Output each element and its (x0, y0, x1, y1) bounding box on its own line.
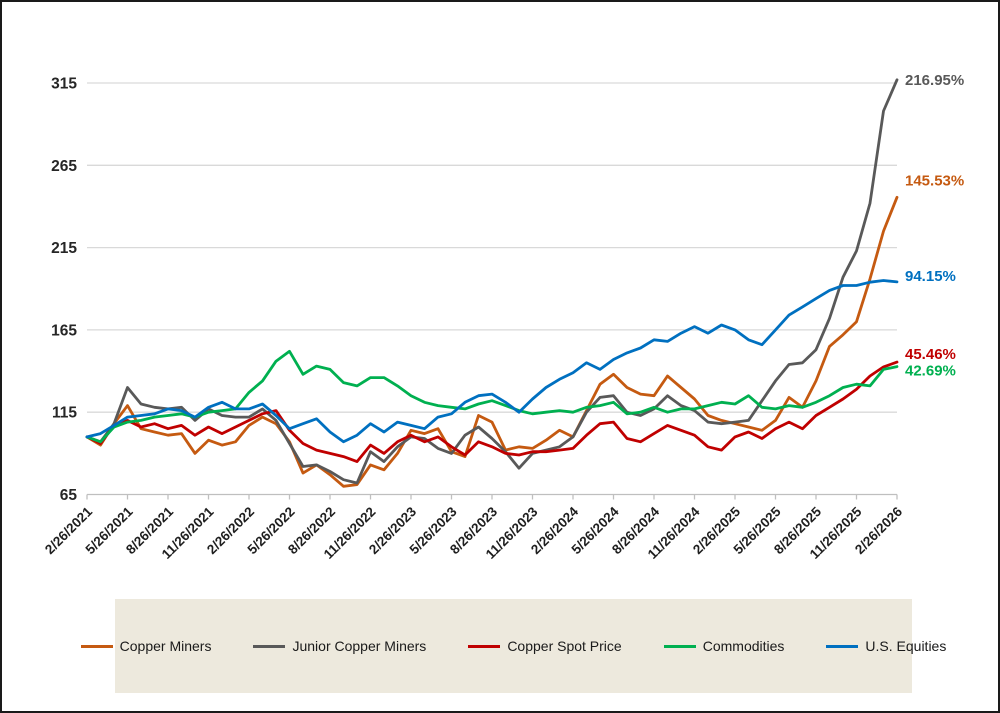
legend-item-copper-miners: Copper Miners (80, 638, 212, 654)
legend-label: Copper Miners (119, 638, 212, 654)
legend-swatch (80, 644, 113, 648)
series-end-label-u-s-equities: 94.15% (905, 268, 956, 285)
legend-label: U.S. Equities (865, 638, 947, 654)
legend-swatch (253, 644, 286, 648)
legend-label: Junior Copper Miners (292, 638, 427, 654)
series-end-label-commodities: 42.69% (905, 363, 956, 380)
series-line-u-s-equities (85, 279, 899, 444)
legend-item-copper-spot-price: Copper Spot Price (468, 638, 622, 654)
series-end-label-copper-miners: 145.53% (905, 172, 964, 189)
series-line-copper-spot-price (85, 360, 899, 464)
series-end-label-junior-copper-miners: 216.95% (905, 72, 964, 89)
y-axis-tick-label: 165 (51, 322, 77, 339)
series-line-commodities (85, 349, 899, 444)
legend-swatch (826, 644, 859, 648)
y-axis-tick-label: 265 (51, 158, 77, 175)
series-line-copper-miners (85, 195, 899, 488)
y-axis-tick-label: 215 (51, 240, 77, 257)
y-axis-tick-label: 315 (51, 76, 77, 93)
legend-item-u-s-equities: U.S. Equities (826, 638, 946, 654)
y-axis-tick-label: 65 (60, 487, 78, 504)
legend: Copper Miners Junior Copper Miners Coppe… (80, 599, 946, 693)
series-end-label-copper-spot-price: 45.46% (905, 346, 956, 363)
legend-label: Commodities (702, 638, 785, 654)
legend-label: Copper Spot Price (507, 638, 622, 654)
legend-swatch (468, 644, 501, 648)
y-axis-tick-label: 115 (52, 405, 77, 422)
legend-swatch (663, 644, 696, 648)
legend-item-junior-copper-miners: Junior Copper Miners (253, 638, 426, 654)
series-line-junior-copper-miners (85, 78, 899, 485)
legend-item-commodities: Commodities (663, 638, 785, 654)
